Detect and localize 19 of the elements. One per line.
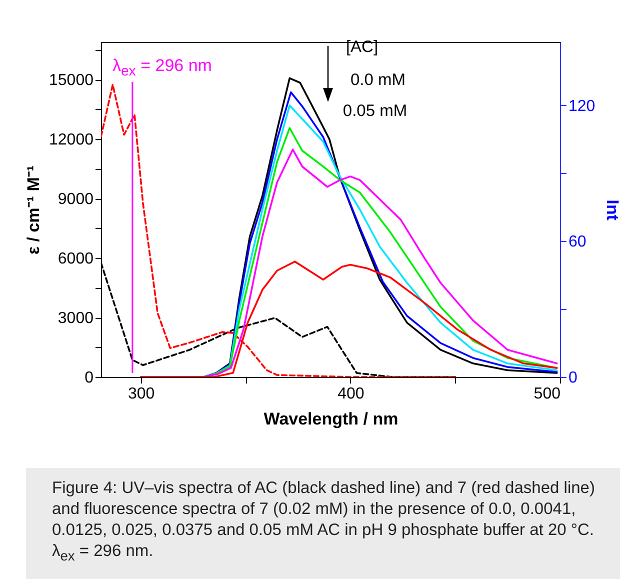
y-tick-label: 3000 [58, 310, 94, 328]
y2-tick-label: 60 [568, 234, 586, 251]
y-tick-label: 9000 [58, 191, 94, 208]
y-tick-label: 12000 [49, 132, 94, 149]
y-tick-label: 6000 [58, 250, 94, 268]
caption: Figure 4: UV–vis spectra of AC (black dashed line) and 7 (red dashed line) and fluorescence spectra of 7 (0.02 mM) in the presence of 0.0, 0.0041, 0.0125, 0.025, 0.0375 and 0.05 mM AC in pH 9 phosphate buffer at 20 °C. λ$_{ex}$ = 296 nm. [26, 468, 620, 579]
annotation: 0.0 mM [350, 71, 406, 89]
y-tick-label: 15000 [49, 72, 94, 90]
ref-line-label: λ$_{ex}$ = 296 nm [112, 56, 212, 80]
y-axis-title: ε / cm⁻¹ M⁻¹ [24, 165, 44, 255]
x-tick-label: 500 [534, 386, 561, 402]
annotation: 0.05 mM [342, 102, 408, 120]
y2-tick-label: 120 [568, 98, 596, 115]
x-tick-label: 300 [128, 386, 155, 402]
y2-tick-label: 0 [568, 370, 578, 386]
y2-axis-title: Int [603, 200, 620, 221]
y-tick-label: 0 [84, 370, 94, 386]
x-axis-title: Wavelength / nm [264, 410, 398, 428]
x-tick-label: 400 [338, 386, 364, 402]
